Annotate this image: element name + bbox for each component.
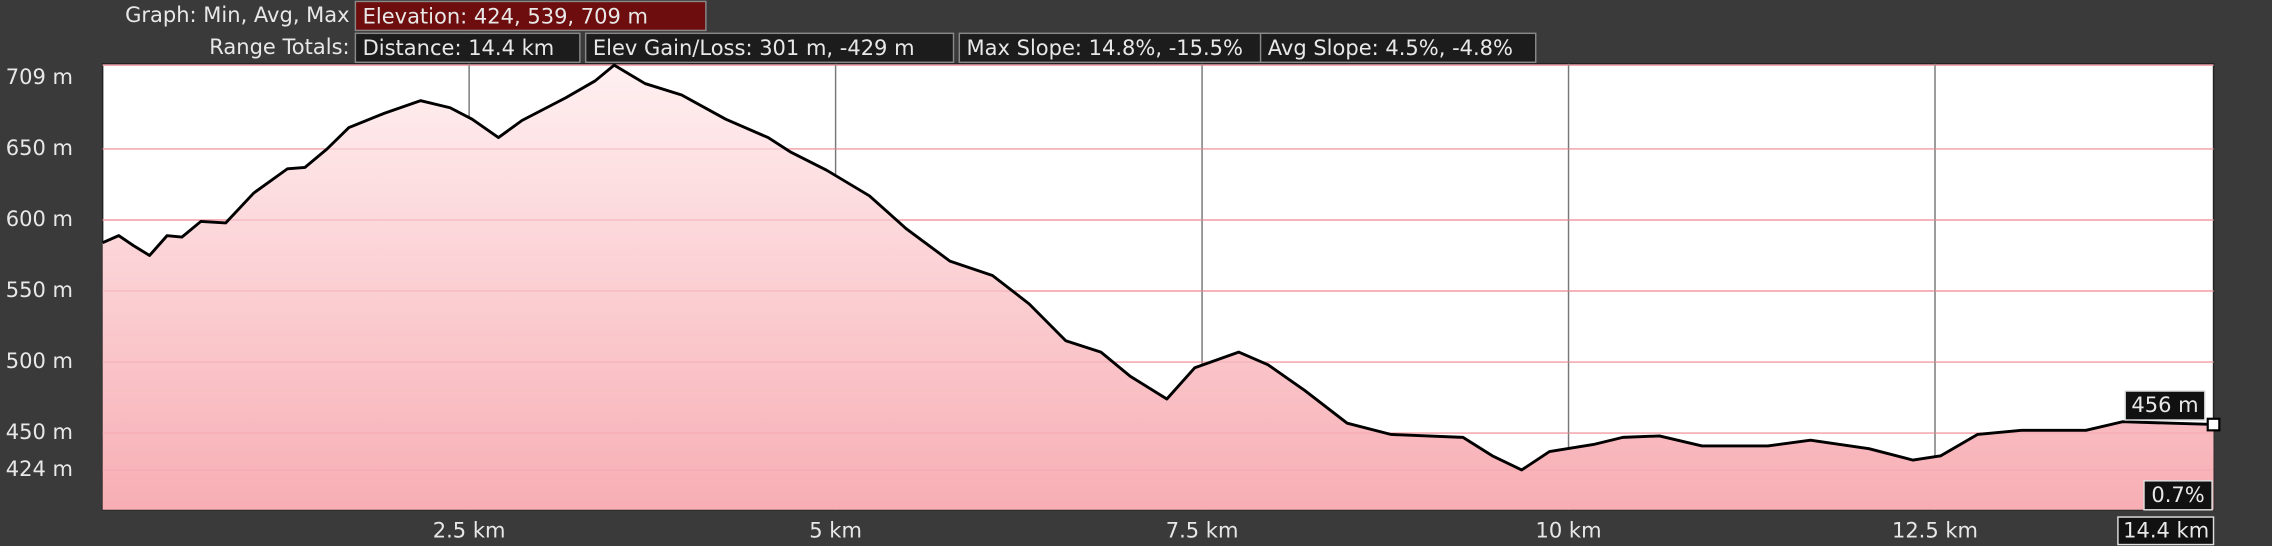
header-box <box>958 32 1268 63</box>
header-label: Range Totals: <box>209 35 349 59</box>
y-tick-label: 600 m <box>6 207 73 231</box>
header-value: Max Slope: 14.8%, -15.5% <box>967 36 1243 60</box>
header-value: Avg Slope: 4.5%, -4.8% <box>1268 36 1513 60</box>
header-box <box>354 32 581 63</box>
header-value: Elevation: 424, 539, 709 m <box>363 4 648 28</box>
annotation-box <box>2143 480 2213 511</box>
elevation-line <box>102 63 2214 472</box>
annotation: 456 m <box>2131 393 2198 417</box>
y-tick-label: 450 m <box>6 420 73 444</box>
x-tick-label: 7.5 km <box>1166 519 1239 543</box>
header-value: Distance: 14.4 km <box>363 36 555 60</box>
x-tick-label: 2.5 km <box>433 519 506 543</box>
header-box <box>584 32 955 63</box>
cursor-marker <box>2206 417 2221 432</box>
y-tick-label: 424 m <box>6 457 73 481</box>
header-box <box>1259 32 1537 63</box>
x-tick-label: 14.4 km <box>2123 519 2209 543</box>
y-tick-label: 500 m <box>6 349 73 373</box>
area-fill <box>102 65 2214 510</box>
x-tick-label: 5 km <box>809 519 862 543</box>
y-tick-label: 650 m <box>6 136 73 160</box>
x-tick-label: 12.5 km <box>1892 519 1978 543</box>
cursor-x-box <box>2117 516 2215 546</box>
header-value: Elev Gain/Loss: 301 m, -429 m <box>593 36 915 60</box>
annotation: 0.7% <box>2151 483 2204 507</box>
x-tick-label: 10 km <box>1536 519 1602 543</box>
header-label: Graph: Min, Avg, Max <box>125 3 349 27</box>
y-tick-label: 550 m <box>6 278 73 302</box>
annotation-box <box>2124 390 2206 421</box>
y-tick-label: 709 m <box>6 65 73 89</box>
header-box <box>354 0 707 32</box>
